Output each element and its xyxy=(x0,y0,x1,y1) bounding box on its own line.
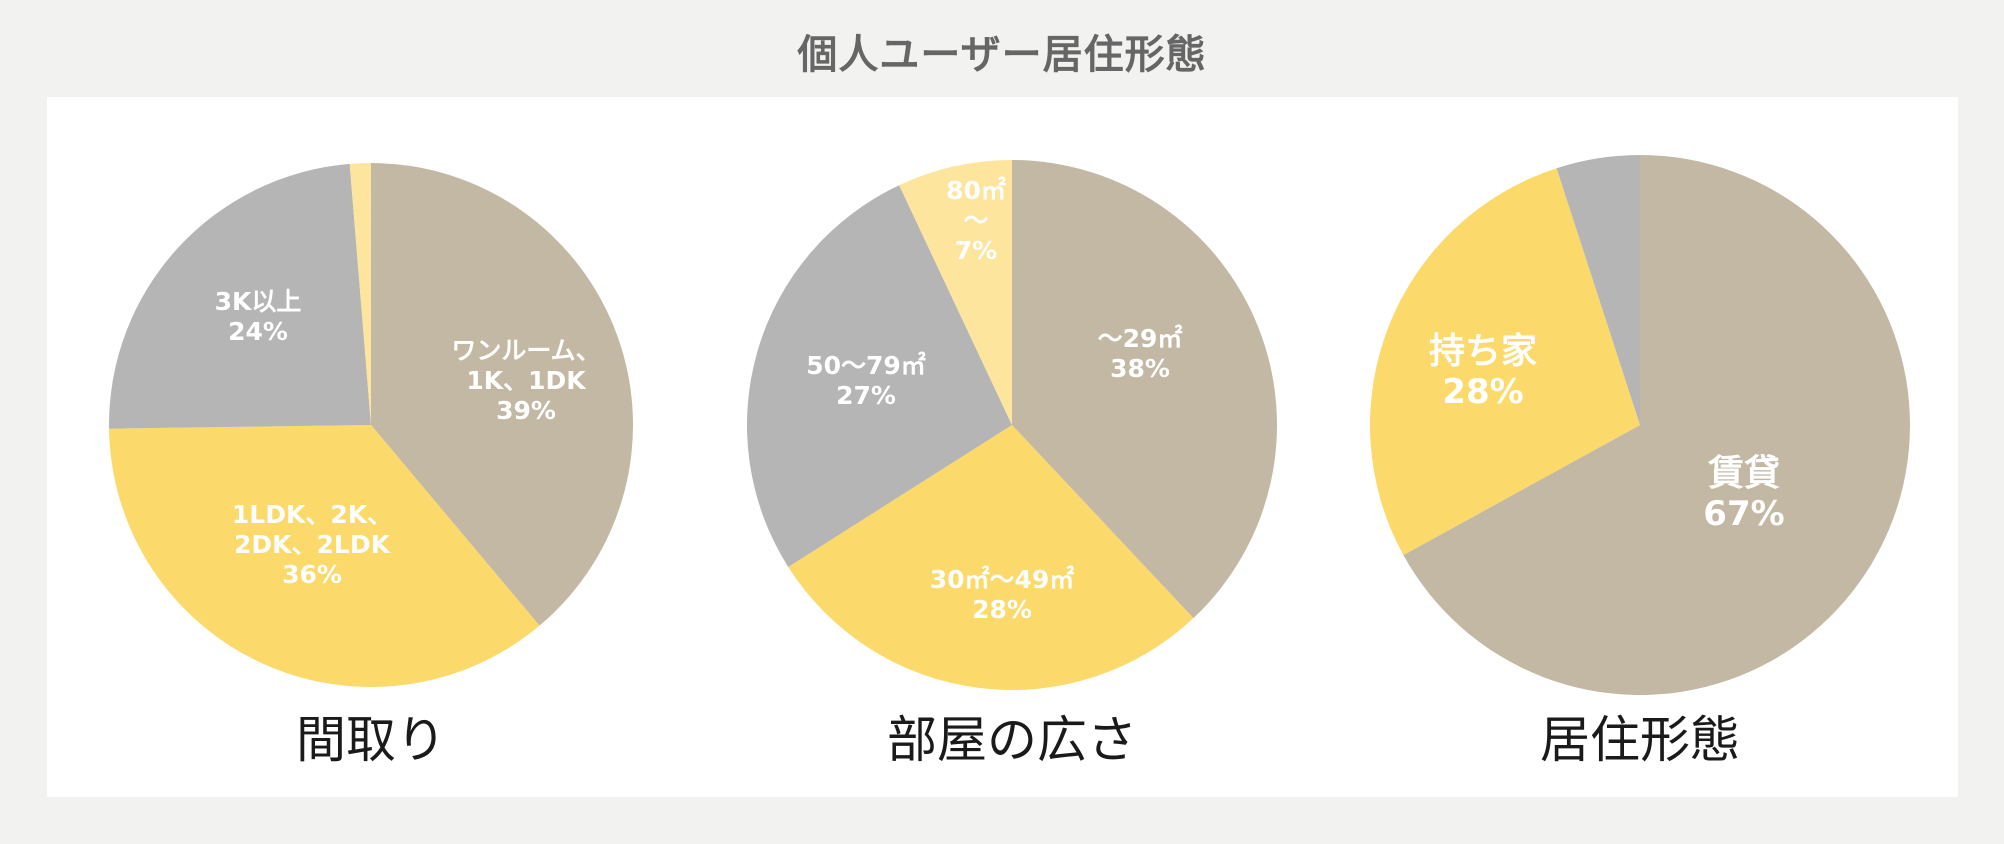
pie-2-slice-2 xyxy=(788,425,1194,690)
pie-1-slice-2-label: 1LDK、2K、 2DK、2LDK 36% xyxy=(232,500,392,589)
slice-value-label: 36% xyxy=(282,560,342,589)
pie-2-slice-3 xyxy=(746,185,1012,567)
pie-1-slice-3-label: 3K以上 24% xyxy=(215,287,302,346)
pie-1-slice-1-label: ワンルーム、 1K、1DK 39% xyxy=(451,336,600,425)
slice-value-label: 7% xyxy=(955,236,997,265)
slice-category-label: 持ち家 xyxy=(1429,331,1537,372)
pie-2-slice-4 xyxy=(899,160,1012,425)
pie-1-slice-4 xyxy=(349,163,371,425)
pie-chart-3: 賃貸 67% 持ち家 28% 居住形態 xyxy=(1370,155,1911,769)
pie-3-title: 居住形態 xyxy=(1540,711,1740,769)
pie-3-slice-1 xyxy=(1403,155,1911,695)
pie-3-slice-1-label: 賃貸 67% xyxy=(1703,453,1784,534)
pie-1-slice-2 xyxy=(109,425,540,688)
slice-category-label: 賃貸 xyxy=(1707,453,1780,494)
pie-chart-2: ～29㎡ 38% 30㎡～49㎡ 28% 50～79㎡ 27% 80㎡～ 7% 部屋の広さ xyxy=(746,160,1277,769)
pie-2-title: 部屋の広さ xyxy=(887,711,1137,769)
pie-2-slice-3-label: 50～79㎡ 27% xyxy=(806,351,926,410)
slice-value-label: 28% xyxy=(972,595,1032,624)
slice-category-label: ワンルーム、 xyxy=(451,336,600,365)
slice-category-label: 1K、1DK xyxy=(466,366,587,395)
slice-category-label: 1LDK、2K、 xyxy=(232,500,392,529)
pie-1-slice-3 xyxy=(109,163,372,429)
slice-value-label: 24% xyxy=(228,317,288,346)
slice-value-label: 27% xyxy=(836,381,896,410)
slice-category-label: 80㎡ xyxy=(946,176,1006,205)
pie-2-slice-4-label: 80㎡～ 7% xyxy=(946,176,1006,265)
pie-3-slice-2 xyxy=(1370,168,1640,556)
slice-category-label: 3K以上 xyxy=(215,287,302,316)
pie-2-slice-1 xyxy=(1012,160,1277,619)
page-title: 個人ユーザー居住形態 xyxy=(797,32,1207,78)
pie-3-slice-3 xyxy=(1556,155,1640,425)
pie-1-title: 間取り xyxy=(296,711,446,769)
slice-category-label: 50～79㎡ xyxy=(806,351,926,380)
pie-1-slice-1 xyxy=(371,163,634,626)
slice-value-label: 38% xyxy=(1110,354,1170,383)
slice-value-label: 28% xyxy=(1442,372,1523,412)
pie-3-slice-2-label: 持ち家 28% xyxy=(1429,331,1537,412)
slice-category-label: 2DK、2LDK xyxy=(234,530,392,559)
slice-category-label: ～29㎡ xyxy=(1098,324,1183,353)
slice-value-label: 67% xyxy=(1703,494,1784,534)
slice-category-label: ～ xyxy=(963,206,988,235)
slice-category-label: 30㎡～49㎡ xyxy=(930,565,1075,594)
pie-chart-1: ワンルーム、 1K、1DK 39% 1LDK、2K、 2DK、2LDK 36% 3K以上 24… xyxy=(109,163,634,769)
pie-2-slice-2-label: 30㎡～49㎡ 28% xyxy=(930,565,1075,624)
pie-2-slice-1-label: ～29㎡ 38% xyxy=(1098,324,1183,383)
slice-value-label: 39% xyxy=(496,396,556,425)
